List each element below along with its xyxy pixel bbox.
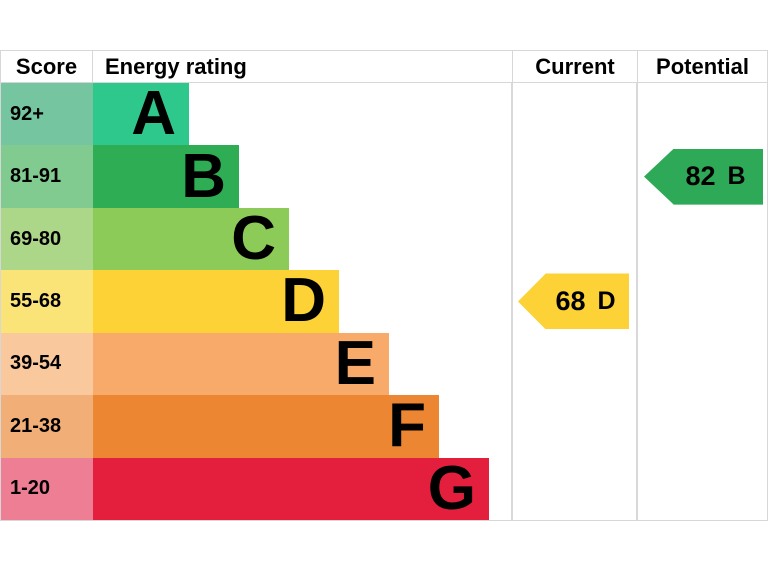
band-row: 1-20 G (1, 453, 767, 523)
score-range-cell: 21-38 (1, 395, 93, 458)
band-row: 92+ A (1, 79, 767, 149)
energy-band-bar: D (93, 266, 339, 336)
band-row: 21-38 F (1, 391, 767, 461)
chart-body: 92+ A 81-91 B 69-80 C 55-68 D 39-54 E 21… (1, 83, 767, 520)
potential-rating-value: 82 (685, 161, 716, 192)
score-range-cell: 55-68 (1, 270, 93, 333)
band-row: 39-54 E (1, 328, 767, 398)
energy-band-bar: G (93, 453, 489, 523)
energy-band-bar: E (93, 328, 389, 398)
epc-rating-chart: Score Energy rating Current Potential 92… (0, 50, 768, 521)
score-range-cell: 1-20 (1, 457, 93, 520)
header-potential: Potential (656, 53, 749, 79)
energy-band-letter: B (181, 141, 226, 211)
energy-band-letter: C (231, 204, 276, 274)
header-energy-rating: Energy rating (93, 51, 513, 82)
energy-band-bar: B (93, 141, 239, 211)
energy-band-bar: C (93, 204, 289, 274)
band-row: 55-68 D (1, 266, 767, 336)
energy-band-letter: G (427, 453, 476, 523)
score-range-cell: 69-80 (1, 207, 93, 271)
energy-band-letter: F (388, 391, 426, 461)
current-rating-value: 68 (555, 285, 586, 316)
current-rating-letter: D (597, 286, 616, 315)
energy-band-letter: D (281, 266, 326, 336)
current-rating-arrow: 68 D (518, 273, 629, 330)
header-score: Score (1, 51, 93, 82)
energy-band-bar: A (93, 79, 189, 149)
energy-band-letter: E (334, 328, 376, 398)
potential-rating-arrow: 82 B (644, 148, 763, 205)
energy-band-letter: A (131, 79, 176, 149)
score-range-cell: 81-91 (1, 145, 93, 208)
score-range-cell: 92+ (1, 83, 93, 146)
header-current: Current (513, 51, 638, 82)
chart-header-row: Score Energy rating Current Potential (1, 51, 767, 83)
band-row: 81-91 B (1, 141, 767, 211)
divider-current-potential (636, 83, 638, 520)
score-range-cell: 39-54 (1, 332, 93, 396)
energy-band-bar: F (93, 391, 439, 461)
band-row: 69-80 C (1, 204, 767, 274)
divider-rating-current (511, 83, 513, 520)
potential-rating-letter: B (727, 162, 746, 191)
